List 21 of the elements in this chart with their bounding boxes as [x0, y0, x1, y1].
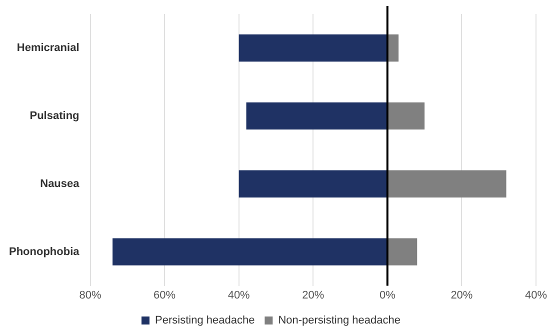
y-tick-label: Nausea: [40, 178, 80, 190]
x-tick-label: 60%: [154, 289, 176, 302]
bar: [238, 34, 387, 62]
legend-label: Persisting headache: [155, 314, 255, 327]
x-tick-label: 40%: [524, 289, 548, 302]
bar: [112, 238, 387, 266]
bar: [388, 34, 399, 62]
bar: [238, 170, 387, 198]
y-tick-label: Phonophobia: [9, 246, 80, 258]
x-tick-label: 40%: [228, 289, 250, 302]
bar: [388, 170, 506, 198]
x-tick-label: 20%: [302, 289, 324, 302]
x-tick-label: 80%: [79, 289, 102, 302]
bar: [388, 102, 425, 130]
bar: [246, 102, 387, 130]
x-tick-label: 0%: [379, 289, 396, 302]
x-tick-label: 20%: [450, 289, 473, 302]
bar: [388, 238, 418, 266]
y-tick-label: Pulsating: [30, 110, 80, 122]
legend-label: Non-persisting headache: [278, 314, 400, 327]
y-tick-label: Hemicranial: [16, 42, 80, 54]
